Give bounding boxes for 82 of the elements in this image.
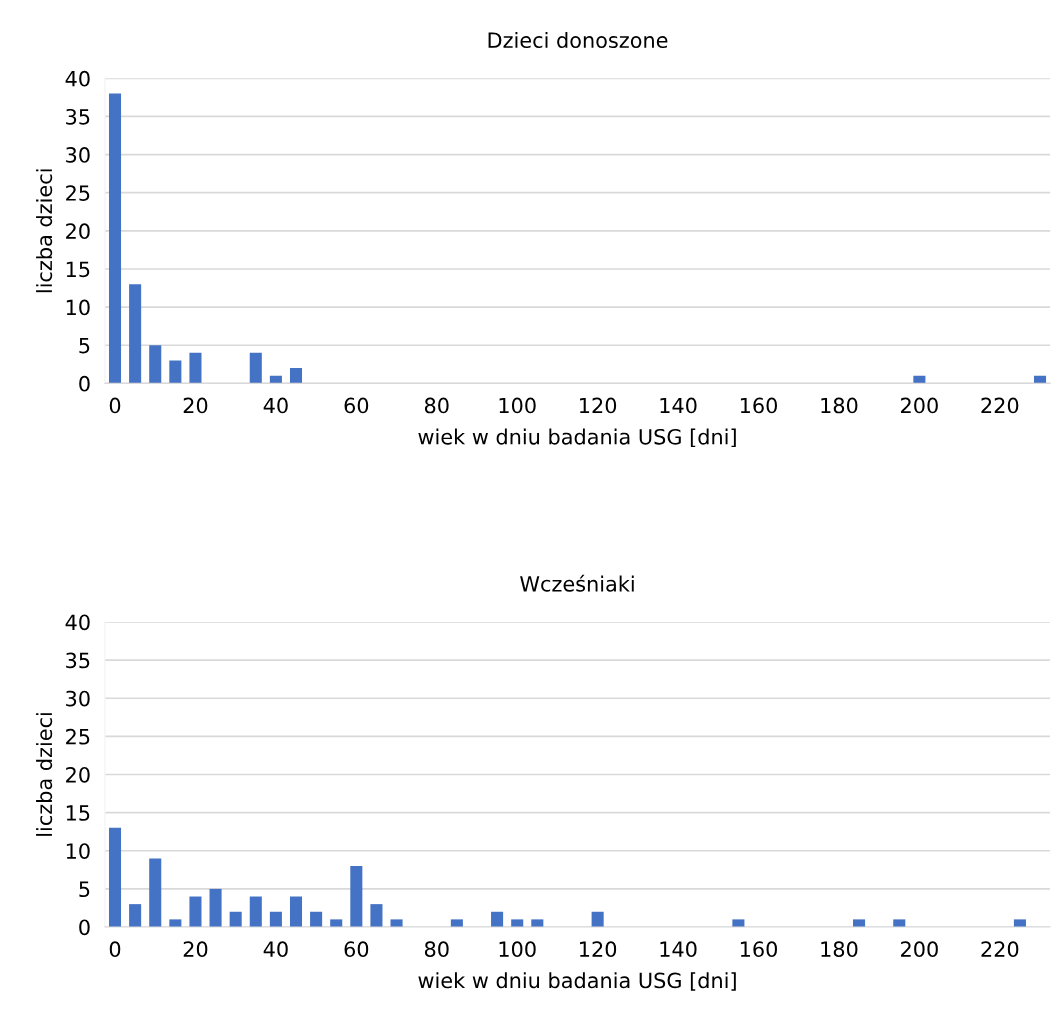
- y-tick-label: 35: [66, 652, 90, 669]
- x-axis-title: wiek w dniu badania USG [dni]: [418, 972, 736, 991]
- y-tick-label: 5: [79, 881, 90, 898]
- x-tick-label: 80: [424, 941, 449, 958]
- chart-title: Dzieci donoszone: [488, 31, 668, 49]
- bar: [229, 911, 242, 928]
- bar: [269, 911, 282, 928]
- bar: [511, 919, 524, 928]
- y-tick-label: 40: [65, 614, 90, 631]
- bar: [189, 352, 202, 384]
- x-tick-label: 160: [740, 397, 778, 414]
- x-tick-label: 100: [499, 397, 536, 414]
- y-axis-title: liczba dzieci: [36, 169, 53, 293]
- bar: [108, 93, 122, 384]
- y-tick-label: 15: [66, 805, 90, 821]
- x-tick-label: 140: [660, 941, 697, 958]
- bar: [370, 904, 383, 928]
- y-tick-label: 0: [79, 375, 90, 392]
- x-tick-label: 200: [901, 397, 938, 414]
- bar: [450, 919, 463, 928]
- y-tick-label: 40: [65, 70, 90, 87]
- y-axis-title: liczba dzieci: [36, 713, 53, 836]
- bar: [289, 368, 303, 384]
- x-axis-title: wiek w dniu badania USG [dni]: [418, 428, 736, 448]
- x-tick-label: 20: [183, 397, 208, 414]
- y-tick-label: 30: [66, 147, 90, 163]
- bar: [289, 896, 303, 928]
- bar: [853, 919, 866, 928]
- bar: [913, 375, 926, 384]
- x-tick-label: 20: [183, 941, 208, 958]
- x-tick-label: 120: [580, 397, 617, 414]
- y-tick-label: 25: [66, 185, 90, 201]
- x-tick-label: 100: [499, 941, 536, 958]
- x-tick-label: 40: [263, 397, 288, 414]
- bar: [149, 345, 162, 384]
- x-tick-label: 140: [660, 397, 697, 414]
- y-tick-label: 20: [66, 223, 90, 240]
- chart-title: Wcześniaki: [520, 574, 634, 592]
- bar: [108, 827, 122, 928]
- bar: [350, 866, 363, 928]
- y-tick-label: 5: [79, 337, 90, 354]
- bar: [591, 911, 604, 928]
- x-tick-label: 0: [109, 941, 121, 958]
- x-tick-label: 0: [109, 397, 121, 414]
- x-tick-label: 40: [263, 941, 288, 958]
- y-tick-label: 0: [79, 919, 90, 936]
- bar: [269, 375, 282, 384]
- x-tick-label: 60: [344, 397, 369, 414]
- bar: [149, 858, 162, 928]
- bar: [209, 888, 222, 928]
- bar: [249, 352, 262, 384]
- x-tick-label: 180: [821, 941, 858, 958]
- x-tick-label: 220: [981, 397, 1019, 414]
- y-tick-label: 15: [66, 261, 90, 278]
- bar: [169, 919, 182, 928]
- bar: [732, 919, 745, 928]
- x-tick-label: 120: [580, 941, 617, 958]
- bar: [531, 919, 544, 928]
- bar: [169, 360, 182, 384]
- x-tick-label: 80: [424, 397, 449, 414]
- bar: [310, 911, 323, 928]
- y-tick-label: 10: [66, 299, 90, 316]
- x-tick-label: 220: [981, 941, 1019, 958]
- bar: [491, 911, 504, 928]
- y-tick-label: 35: [66, 108, 90, 125]
- bar: [1034, 375, 1047, 384]
- bar: [1013, 919, 1026, 928]
- y-tick-label: 20: [66, 766, 90, 783]
- y-tick-label: 10: [66, 843, 90, 859]
- x-tick-label: 180: [821, 397, 858, 414]
- x-tick-label: 160: [740, 941, 778, 958]
- y-tick-label: 30: [66, 690, 90, 707]
- bar: [893, 919, 906, 928]
- x-tick-label: 60: [344, 941, 369, 958]
- bar: [189, 896, 202, 928]
- x-tick-label: 200: [901, 941, 938, 958]
- y-tick-label: 25: [66, 728, 90, 745]
- bar: [330, 919, 343, 928]
- bar: [129, 284, 142, 384]
- bar: [390, 919, 403, 928]
- bar: [249, 896, 262, 928]
- bar: [129, 904, 142, 928]
